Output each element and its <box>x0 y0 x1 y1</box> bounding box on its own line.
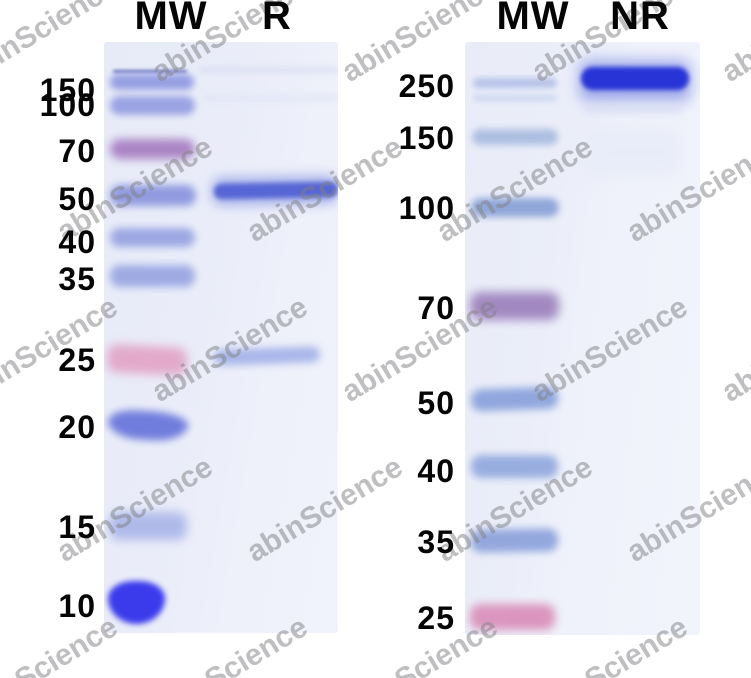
band-left-MW-150-top-line <box>113 70 187 73</box>
band-left-MW-20 <box>107 408 189 443</box>
band-right-MW-250 <box>473 78 557 88</box>
mw-label-150-right: 150 <box>398 120 455 156</box>
band-right-MW-25 <box>470 604 555 630</box>
mw-label-70-right: 70 <box>417 290 455 326</box>
mw-label-150-left: 150 <box>39 72 96 108</box>
gel-image-right <box>465 42 700 635</box>
lane-header-mw-left: MW <box>134 0 208 38</box>
band-right-MW-100 <box>471 198 559 217</box>
band-right-MW-70 <box>470 292 559 320</box>
gel-image-left <box>104 42 338 633</box>
mw-label-35-right: 35 <box>417 524 455 560</box>
band-left-R-25 <box>213 346 321 366</box>
band-left-MW-35 <box>110 265 195 287</box>
mw-label-70-left: 70 <box>58 133 96 169</box>
band-left-R-50 <box>213 181 338 200</box>
band-left-MW-10 <box>108 581 165 624</box>
band-right-MW-40 <box>471 455 558 478</box>
mw-label-35-left: 35 <box>58 261 96 297</box>
mw-label-25-right: 25 <box>417 600 455 636</box>
band-right-NR-trace-2 <box>583 127 683 177</box>
watermark-text: abinScience <box>716 0 751 89</box>
mw-label-15-left: 15 <box>58 509 96 545</box>
mw-label-40-right: 40 <box>417 453 455 489</box>
band-left-MW-150 <box>110 74 194 90</box>
band-right-NR-250 <box>581 67 689 90</box>
band-right-MW-250-b <box>473 95 557 101</box>
mw-label-40-left: 40 <box>58 224 96 260</box>
lane-header-nr: NR <box>610 0 670 38</box>
band-left-R-trace-top-1 <box>199 67 338 73</box>
watermark-text: abinScience <box>716 290 751 409</box>
mw-label-20-left: 20 <box>58 409 96 445</box>
mw-label-25-left: 25 <box>58 342 96 378</box>
band-right-MW-50 <box>470 386 559 412</box>
band-left-MW-70 <box>110 139 195 159</box>
watermark-text: abinScience <box>716 610 751 678</box>
mw-label-250-right: 250 <box>398 68 455 104</box>
mw-label-100-right: 100 <box>398 190 455 226</box>
band-right-NR-trace-1 <box>583 104 683 113</box>
band-right-MW-150 <box>472 129 558 145</box>
lane-header-mw-right: MW <box>496 0 570 38</box>
band-right-MW-35 <box>470 528 559 553</box>
mw-label-100-left: 100 <box>39 87 96 123</box>
mw-label-50-right: 50 <box>417 385 455 421</box>
band-left-MW-50 <box>110 185 196 206</box>
band-left-MW-15 <box>109 512 187 540</box>
band-left-MW-25 <box>106 343 188 377</box>
lane-header-r: R <box>262 0 292 38</box>
mw-label-50-left: 50 <box>58 181 96 217</box>
mw-label-10-left: 10 <box>58 588 96 624</box>
band-left-R-trace-top-2 <box>204 95 338 101</box>
band-left-MW-100 <box>110 96 195 115</box>
band-left-MW-40 <box>110 228 195 247</box>
